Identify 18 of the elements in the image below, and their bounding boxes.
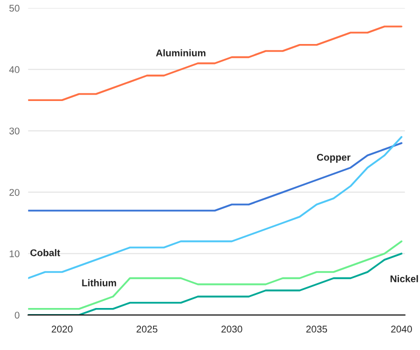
x-tick-label: 2030 [221, 326, 242, 333]
x-tick-label: 2035 [306, 326, 328, 333]
y-tick-label: 10 [10, 250, 20, 258]
x-tick-label: 2025 [136, 326, 158, 333]
y-tick-label: 20 [9, 188, 20, 196]
y-tick-label: 40 [9, 66, 20, 74]
line-series [28, 142, 402, 212]
y-tick-label: 50 [9, 4, 20, 12]
series-label: Cobalt [30, 249, 60, 256]
x-tick-label: 2020 [52, 326, 73, 333]
series-label: Aluminium [156, 49, 206, 56]
x-tick-label: 2040 [391, 326, 412, 333]
series-label: Copper [316, 154, 350, 163]
series-label: Lithium [82, 279, 116, 286]
line-series [28, 26, 402, 102]
y-tick-label: 30 [9, 128, 20, 134]
series-label: Nickel [390, 275, 418, 282]
y-tick-label: 0 [14, 312, 20, 319]
